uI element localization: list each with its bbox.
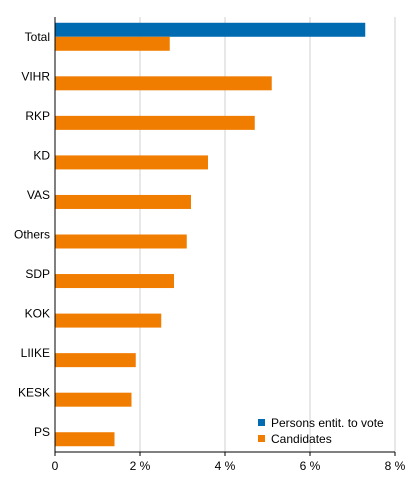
- y-category-label: Total: [25, 30, 50, 44]
- x-tick-label: 4 %: [215, 459, 236, 473]
- bar-candidates-vas: [55, 194, 191, 209]
- x-tick-label: 8 %: [385, 459, 406, 473]
- y-category-label: LIIKE: [21, 346, 50, 360]
- y-category-label: SDP: [25, 267, 50, 281]
- x-tick-label: 6 %: [300, 459, 321, 473]
- y-category-label: KESK: [18, 386, 50, 400]
- x-tick-label: 2 %: [130, 459, 151, 473]
- y-category-label: Others: [14, 228, 50, 242]
- bar-candidates-total: [55, 36, 170, 51]
- bar-candidates-kok: [55, 313, 162, 328]
- legend-label-persons-entitled: Persons entit. to vote: [271, 416, 384, 430]
- bar-candidates-kd: [55, 155, 208, 170]
- bar-candidates-others: [55, 234, 187, 249]
- bar-candidates-ps: [55, 432, 115, 447]
- axes: 0 2 % 4 % 6 % 8 % Total VIHR RKP KD VAS Others SDP K…: [14, 17, 406, 473]
- y-category-label: KD: [33, 148, 50, 162]
- y-category-label: VIHR: [21, 69, 50, 83]
- bar-candidates-liike: [55, 353, 136, 368]
- legend-swatch-persons-entitled: [258, 419, 265, 426]
- bar-candidates-vihr: [55, 76, 272, 91]
- y-category-label: VAS: [27, 188, 50, 202]
- legend: Persons entit. to vote Candidates: [258, 416, 384, 446]
- y-category-label: KOK: [25, 307, 50, 321]
- legend-swatch-candidates: [258, 435, 265, 442]
- y-category-label: PS: [34, 425, 50, 439]
- bar-candidates-rkp: [55, 115, 255, 130]
- x-tick-label: 0: [52, 459, 59, 473]
- y-category-label: RKP: [25, 109, 50, 123]
- bar-candidates-sdp: [55, 274, 174, 289]
- bar-candidates-kesk: [55, 392, 132, 407]
- legend-label-candidates: Candidates: [271, 432, 332, 446]
- bars: [55, 22, 366, 447]
- bar-persons-entitled-total: [55, 22, 366, 37]
